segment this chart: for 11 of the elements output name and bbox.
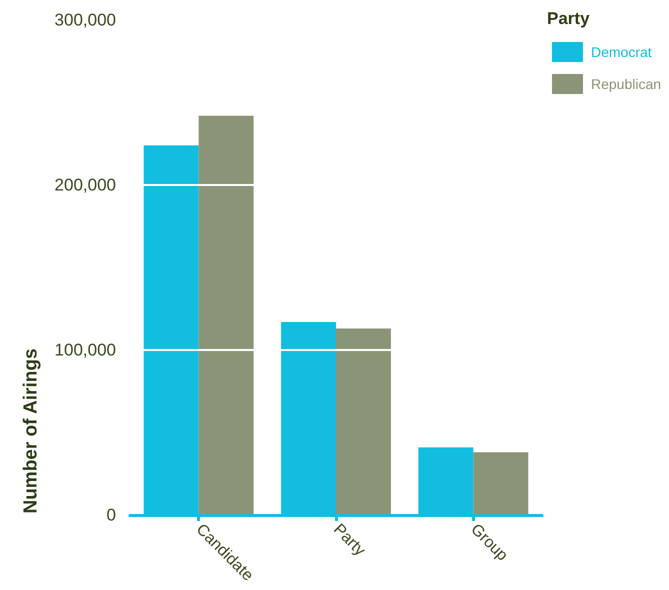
bar xyxy=(198,116,254,515)
legend-label: Democrat xyxy=(591,44,652,60)
y-tick-label: 100,000 xyxy=(54,340,116,360)
bar xyxy=(336,328,391,515)
y-tick-label: 300,000 xyxy=(54,10,116,30)
y-axis-title: Number of Airings xyxy=(20,348,42,514)
legend-title: Party xyxy=(547,9,590,28)
y-tick-label: 200,000 xyxy=(54,176,116,194)
legend-label: Republican xyxy=(591,76,662,92)
bar xyxy=(473,452,528,515)
y-tick-label: 0 xyxy=(106,506,116,524)
